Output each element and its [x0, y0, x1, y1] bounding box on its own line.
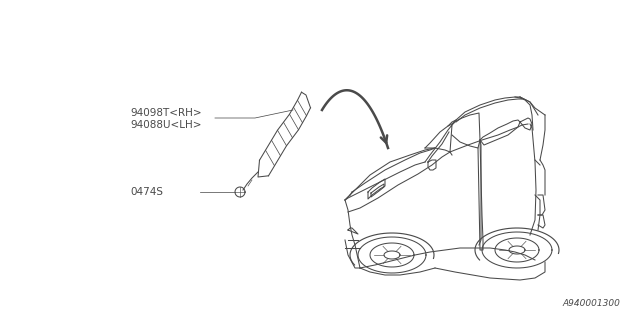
Text: 94098T<RH>: 94098T<RH>: [130, 108, 202, 118]
Text: A940001300: A940001300: [562, 299, 620, 308]
Text: 0474S: 0474S: [130, 187, 163, 197]
Text: 94088U<LH>: 94088U<LH>: [130, 120, 202, 130]
